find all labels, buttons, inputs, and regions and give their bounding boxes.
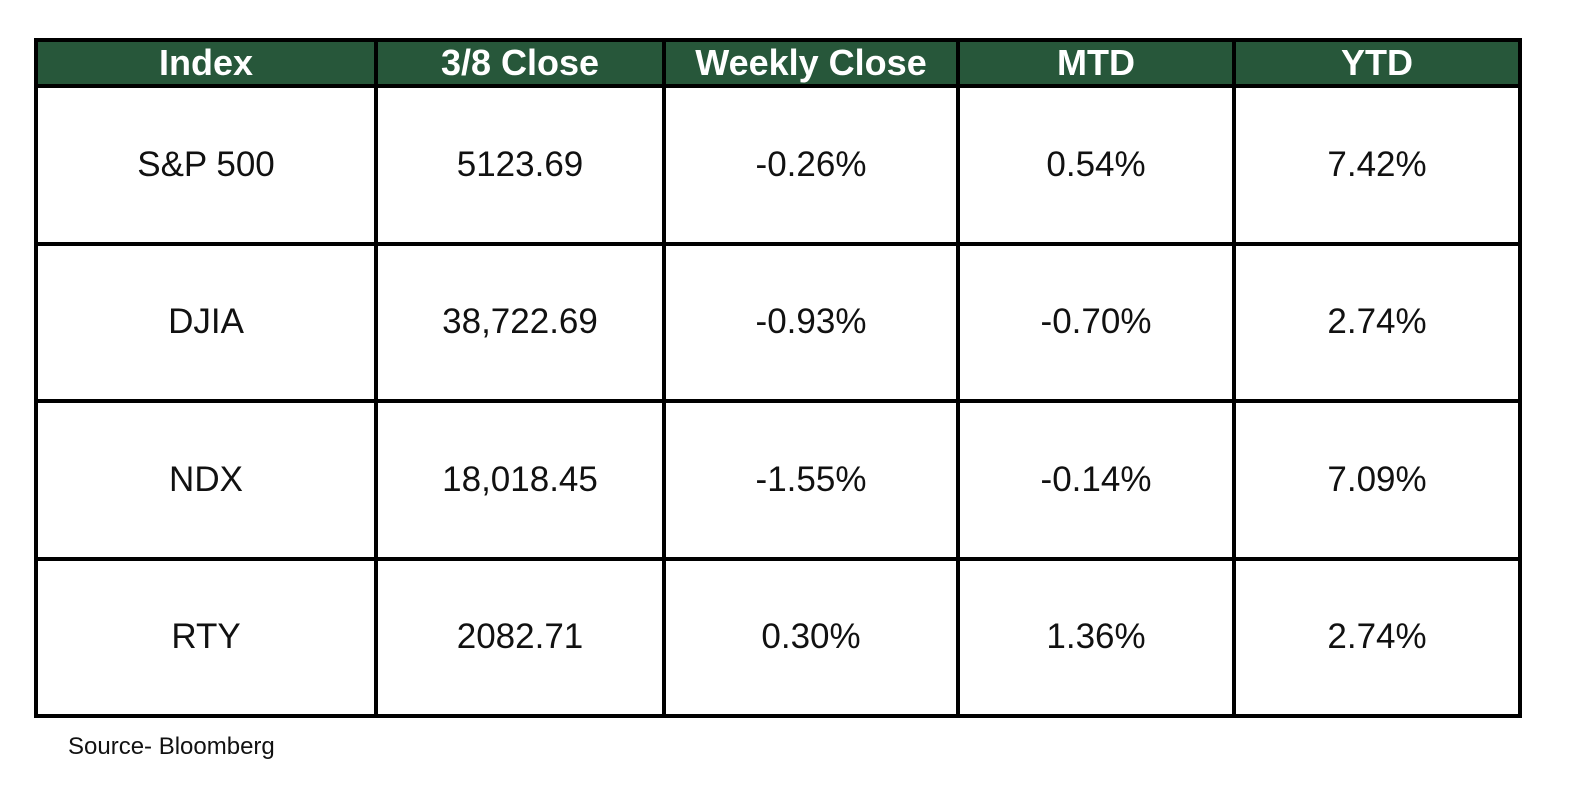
index-performance-table-container: Index 3/8 Close Weekly Close MTD YTD S&P… xyxy=(34,38,1522,718)
cell-weekly-close: 0.30% xyxy=(662,556,960,718)
index-performance-table: Index 3/8 Close Weekly Close MTD YTD S&P… xyxy=(34,38,1522,718)
cell-ytd: 7.09% xyxy=(1232,399,1522,561)
cell-weekly-close: -0.26% xyxy=(662,84,960,246)
cell-weekly-close: -0.93% xyxy=(662,241,960,403)
table-header: Index 3/8 Close Weekly Close MTD YTD xyxy=(34,38,1522,88)
cell-index-name: NDX xyxy=(34,399,378,561)
cell-mtd: -0.70% xyxy=(956,241,1236,403)
cell-weekly-close: -1.55% xyxy=(662,399,960,561)
cell-index-name: DJIA xyxy=(34,241,378,403)
cell-close: 2082.71 xyxy=(374,556,666,718)
source-note: Source- Bloomberg xyxy=(68,733,275,760)
header-mtd: MTD xyxy=(956,38,1236,88)
table-row: S&P 500 5123.69 -0.26% 0.54% 7.42% xyxy=(34,84,1522,246)
cell-ytd: 2.74% xyxy=(1232,241,1522,403)
cell-mtd: 0.54% xyxy=(956,84,1236,246)
cell-ytd: 2.74% xyxy=(1232,556,1522,718)
header-ytd: YTD xyxy=(1232,38,1522,88)
table-row: RTY 2082.71 0.30% 1.36% 2.74% xyxy=(34,556,1522,718)
cell-mtd: -0.14% xyxy=(956,399,1236,561)
cell-index-name: S&P 500 xyxy=(34,84,378,246)
header-weekly-close: Weekly Close xyxy=(662,38,960,88)
header-close: 3/8 Close xyxy=(374,38,666,88)
cell-close: 5123.69 xyxy=(374,84,666,246)
table-row: NDX 18,018.45 -1.55% -0.14% 7.09% xyxy=(34,399,1522,561)
header-index: Index xyxy=(34,38,378,88)
cell-ytd: 7.42% xyxy=(1232,84,1522,246)
cell-close: 18,018.45 xyxy=(374,399,666,561)
cell-close: 38,722.69 xyxy=(374,241,666,403)
header-row: Index 3/8 Close Weekly Close MTD YTD xyxy=(34,38,1522,88)
table-row: DJIA 38,722.69 -0.93% -0.70% 2.74% xyxy=(34,241,1522,403)
cell-index-name: RTY xyxy=(34,556,378,718)
cell-mtd: 1.36% xyxy=(956,556,1236,718)
table-body: S&P 500 5123.69 -0.26% 0.54% 7.42% DJIA … xyxy=(34,84,1522,718)
